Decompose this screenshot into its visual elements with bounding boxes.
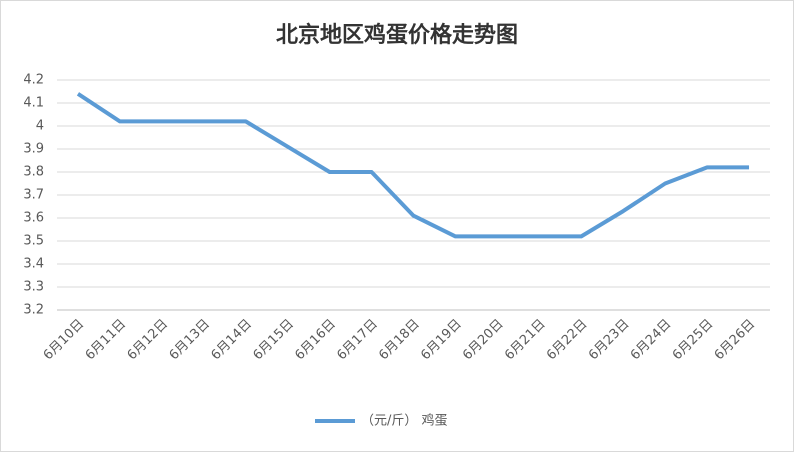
line-series (76, 92, 750, 239)
chart-title: 北京地区鸡蛋价格走势图 (276, 22, 518, 48)
y-tick-label: 3.8 (23, 165, 44, 180)
y-tick-label: 4.1 (23, 96, 44, 111)
y-tick-label: 3.3 (23, 280, 44, 295)
legend-label: （元/斤） 鸡蛋 (361, 413, 448, 429)
y-tick-label: 4.2 (23, 73, 44, 88)
y-tick-label: 3.7 (23, 188, 44, 203)
y-tick-label: 3.6 (23, 211, 44, 226)
y-tick-label: 3.4 (23, 257, 44, 272)
y-tick-label: 3.5 (23, 234, 44, 249)
y-tick-label: 3.9 (23, 142, 44, 157)
y-tick-label: 3.2 (23, 303, 44, 318)
y-tick-label: 4 (36, 119, 44, 134)
